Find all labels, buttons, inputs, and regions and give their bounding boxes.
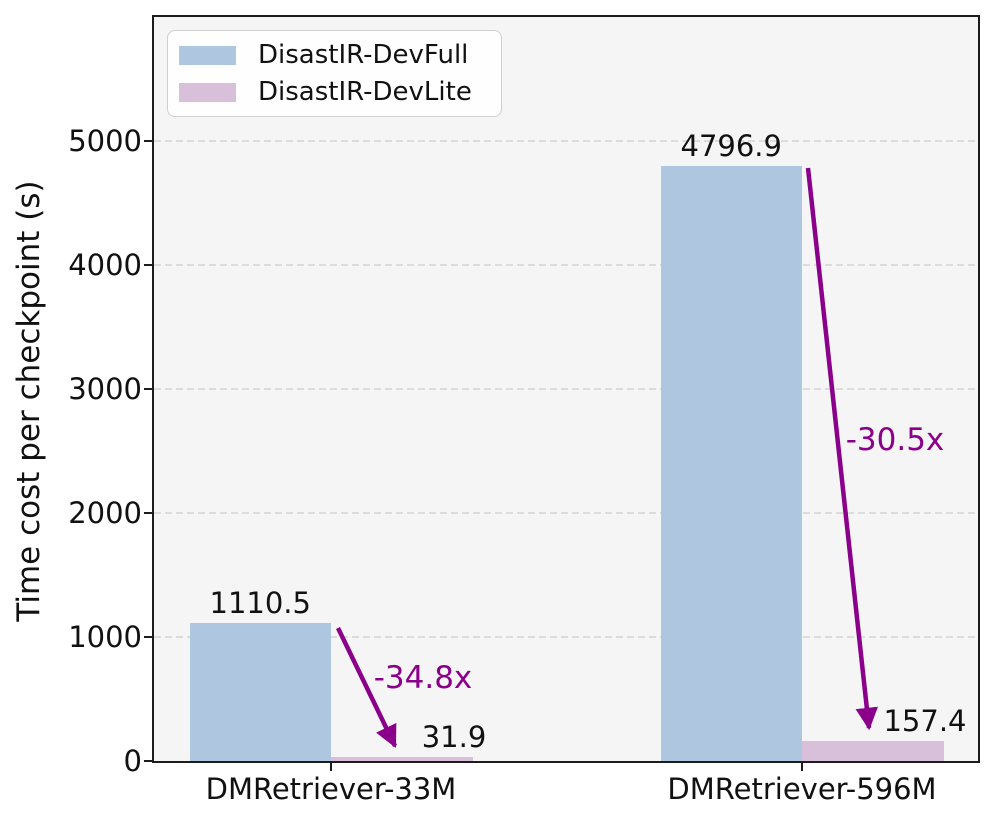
reduction-annotation-0: -34.8x [373,660,473,696]
gridline-2000 [154,512,978,514]
legend-label-devfull: DisastIR-DevFull [258,40,469,70]
label-layer: 1110.5 4796.9 31.9 157.4 -34.8x -30.5x [154,17,978,761]
ytick-label-3000: 3000 [68,372,142,406]
value-label-0-0: 1110.5 [209,586,311,621]
ytick-mark-4000 [144,264,152,266]
xtick-mark-1 [801,763,803,771]
bar-disastir-devfull-0 [189,623,331,761]
devlite-color-swatch [179,82,236,102]
bar-disastir-devlite-0 [331,757,473,761]
legend: DisastIR-DevFull DisastIR-DevLite [167,30,502,117]
ytick-label-0: 0 [123,744,142,778]
devfull-color-swatch [179,45,236,65]
gridline-5000 [154,140,978,142]
legend-entry-devfull: DisastIR-DevFull [179,41,489,69]
xtick-label-1: DMRetriever-596M [667,772,937,806]
bar-disastir-devlite-1 [802,741,944,761]
gridline-1000 [154,636,978,638]
ytick-label-2000: 2000 [68,496,142,530]
grid-layer [154,17,978,761]
legend-label-devlite: DisastIR-DevLite [258,77,472,107]
value-label-1-0: 31.9 [421,720,487,755]
xtick-label-0: DMRetriever-33M [205,772,457,806]
xtick-mark-0 [330,763,332,771]
gridline-4000 [154,264,978,266]
bar-disastir-devfull-1 [660,166,802,761]
ytick-label-5000: 5000 [68,124,142,158]
ytick-mark-0 [144,760,152,762]
legend-entry-devlite: DisastIR-DevLite [179,78,489,106]
ytick-label-1000: 1000 [68,620,142,654]
value-label-1-1: 157.4 [883,704,967,739]
bar-layer [154,17,978,761]
ytick-mark-1000 [144,636,152,638]
ytick-mark-2000 [144,512,152,514]
gridline-3000 [154,388,978,390]
reduction-annotation-1: -30.5x [845,422,945,458]
ytick-mark-5000 [144,140,152,142]
ytick-mark-3000 [144,388,152,390]
value-label-0-1: 4796.9 [680,129,782,164]
plot-area: 1110.5 4796.9 31.9 157.4 -34.8x -30.5x [152,15,980,763]
ytick-label-4000: 4000 [68,248,142,282]
